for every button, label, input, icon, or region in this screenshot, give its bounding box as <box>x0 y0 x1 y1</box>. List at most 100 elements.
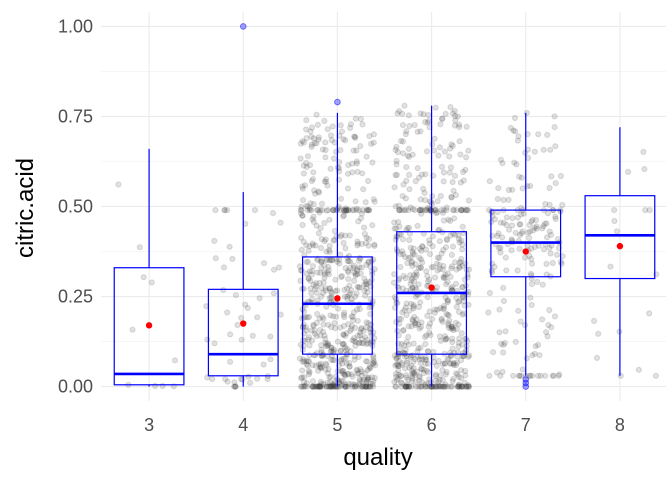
jitter-point <box>437 337 444 344</box>
jitter-point <box>366 363 373 370</box>
jitter-point <box>462 383 469 390</box>
jitter-point <box>523 355 531 362</box>
jitter-point <box>452 319 459 326</box>
jitter-point <box>337 207 344 214</box>
jitter-point <box>409 375 416 382</box>
jitter-point <box>418 210 425 217</box>
jitter-point <box>396 207 403 214</box>
jitter-point <box>337 348 344 355</box>
jitter-point <box>313 222 320 229</box>
jitter-point <box>318 235 325 243</box>
jitter-point <box>325 263 332 270</box>
jitter-point <box>299 212 306 219</box>
jitter-point <box>343 330 350 337</box>
jitter-point <box>358 240 365 248</box>
jitter-point <box>640 148 647 155</box>
jitter-point <box>459 293 466 301</box>
jitter-point <box>264 375 271 383</box>
jitter-point <box>357 143 364 150</box>
box-iqr <box>301 256 373 355</box>
jitter-point <box>404 152 411 159</box>
jitter-point <box>425 111 432 119</box>
jitter-point <box>323 361 330 368</box>
jitter-point <box>370 360 377 367</box>
jitter-point <box>360 340 367 347</box>
jitter-point <box>508 247 515 254</box>
jitter-point <box>344 170 352 177</box>
jitter-point <box>455 299 462 306</box>
jitter-point <box>350 264 357 271</box>
jitter-point <box>485 309 492 316</box>
jitter-point <box>363 319 370 326</box>
jitter-point <box>363 207 370 214</box>
jitter-point <box>439 209 446 216</box>
jitter-point <box>327 288 334 295</box>
jitter-point <box>345 380 352 387</box>
jitter-point <box>552 213 559 220</box>
jitter-point <box>447 145 454 152</box>
jitter-point <box>444 278 451 286</box>
jitter-point <box>431 147 438 154</box>
jitter-point <box>446 317 453 324</box>
jitter-point <box>303 258 310 265</box>
jitter-point <box>345 371 352 378</box>
jitter-point <box>406 171 413 178</box>
jitter-point <box>300 383 307 390</box>
jitter-point <box>419 259 426 266</box>
jitter-point <box>310 242 317 249</box>
jitter-point <box>343 360 350 367</box>
jitter-point <box>465 382 472 389</box>
box-group-3 <box>113 148 185 387</box>
jitter-point <box>330 382 337 389</box>
jitter-point <box>452 280 460 287</box>
jitter-point <box>404 359 411 366</box>
jitter-point <box>410 303 417 310</box>
jitter-point <box>458 330 465 337</box>
jitter-point <box>419 356 426 363</box>
jitter-point <box>410 272 417 279</box>
jitter-point <box>234 321 241 329</box>
jitter-point <box>410 301 417 309</box>
jitter-point <box>353 306 361 313</box>
jitter-point <box>412 284 419 291</box>
jitter-point <box>453 370 460 377</box>
jitter-point <box>345 162 352 169</box>
jitter-point <box>300 162 307 169</box>
jitter-point <box>416 174 423 181</box>
jitter-point <box>443 281 450 288</box>
jitter-point <box>394 110 401 117</box>
jitter-point <box>403 383 410 390</box>
jitter-point <box>314 257 321 264</box>
jitter-point <box>345 275 352 283</box>
jitter-point <box>301 379 308 386</box>
jitter-point <box>497 244 504 251</box>
jitter-point <box>303 270 310 277</box>
jitter-point <box>324 126 331 133</box>
jitter-point <box>440 169 447 176</box>
jitter-point <box>463 123 470 130</box>
jitter-point <box>407 272 414 279</box>
jitter-point <box>443 236 450 243</box>
jitter-point <box>408 383 415 390</box>
jitter-point <box>505 196 512 203</box>
jitter-point <box>342 332 349 339</box>
jitter-point <box>307 200 314 207</box>
jitter-point <box>419 243 426 250</box>
jitter-point <box>306 268 313 275</box>
jitter-point <box>348 371 355 378</box>
jitter-point <box>412 378 419 385</box>
jitter-point <box>450 207 457 214</box>
jitter-point <box>416 377 423 384</box>
jitter-point <box>318 342 325 349</box>
jitter-point <box>398 383 405 390</box>
jitter-point <box>409 151 416 158</box>
jitter-point <box>346 363 353 370</box>
jitter-point <box>224 207 231 214</box>
jitter-point <box>300 374 308 381</box>
jitter-point <box>558 260 565 267</box>
jitter-point <box>357 366 364 373</box>
jitter-point <box>403 381 410 388</box>
jitter-point <box>354 238 361 245</box>
jitter-point <box>516 245 523 252</box>
jitter-point <box>423 207 430 214</box>
